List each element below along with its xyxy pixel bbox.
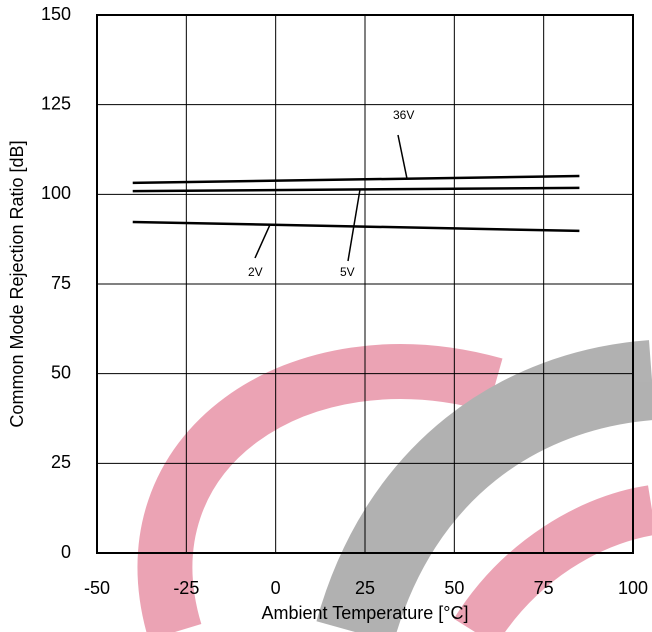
x-tick-label: 0: [271, 578, 281, 598]
watermark-arc: [137, 344, 503, 632]
y-tick-label: 100: [41, 183, 71, 203]
y-tick-label: 150: [41, 4, 71, 24]
grid: [96, 14, 634, 554]
y-tick-label: 125: [41, 93, 71, 113]
y-tick-label: 25: [51, 452, 71, 472]
y-tick-label: 50: [51, 362, 71, 382]
plot: 36V 5V 2V: [132, 108, 580, 279]
plot-frame: [96, 14, 634, 554]
watermark-arc: [453, 485, 652, 632]
series-label: 2V: [248, 265, 263, 279]
x-tick-label: 100: [618, 578, 648, 598]
y-tick-label: 0: [61, 542, 71, 562]
x-tick-label: 50: [444, 578, 464, 598]
y-tick-label: 75: [51, 273, 71, 293]
label-leader: [397, 134, 408, 179]
x-tick-label: -50: [84, 578, 110, 598]
x-axis-title: Ambient Temperature [°C]: [262, 603, 469, 623]
watermark: [137, 340, 652, 632]
series-label: 36V: [393, 108, 414, 122]
series-line: [132, 174, 580, 185]
label-leader: [254, 224, 271, 259]
series-label: 5V: [340, 265, 355, 279]
y-axis-title: Common Mode Rejection Ratio [dB]: [7, 140, 27, 427]
x-tick-label: -25: [173, 578, 199, 598]
series-line: [132, 186, 580, 193]
x-tick-label: 25: [355, 578, 375, 598]
watermark-arc: [316, 340, 652, 632]
series-line: [132, 220, 580, 233]
x-tick-label: 75: [534, 578, 554, 598]
